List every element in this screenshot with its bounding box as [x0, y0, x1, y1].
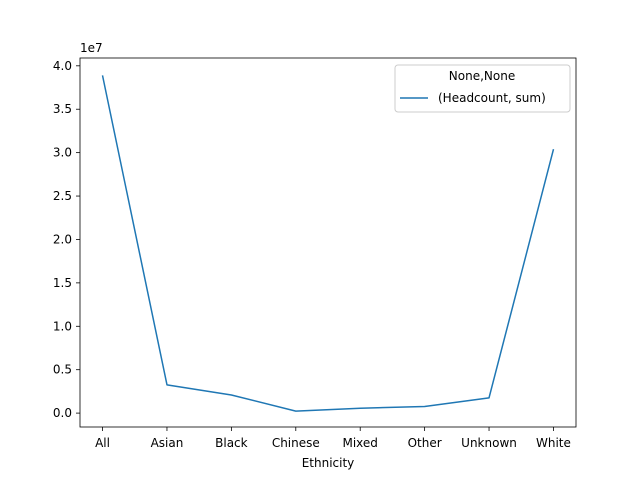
y-tick-label: 0.0 — [53, 406, 72, 420]
legend-box — [394, 64, 571, 113]
x-tick-label: Chinese — [272, 436, 320, 450]
x-tick-label: Unknown — [461, 436, 517, 450]
x-tick-label: All — [95, 436, 110, 450]
y-tick-label: 0.5 — [53, 363, 72, 377]
plot-area — [79, 57, 577, 428]
x-tick-label: Mixed — [342, 436, 377, 450]
x-axis-ticks: All Asian Black Chinese Mixed Other Unknown Whi… — [95, 427, 571, 450]
y-tick-label: 2.5 — [53, 189, 72, 203]
x-tick-label: Asian — [151, 436, 184, 450]
x-tick-label: White — [536, 436, 571, 450]
y-axis-ticks: 0.0 0.5 1.0 1.5 2.0 2.5 3.0 3.5 4.0 — [53, 59, 80, 420]
y-tick-label: 3.0 — [53, 146, 72, 160]
x-tick-label: Black — [215, 436, 248, 450]
x-axis-label: Ethnicity — [302, 456, 355, 470]
y-tick-label: 4.0 — [53, 59, 72, 73]
y-tick-label: 2.0 — [53, 232, 72, 246]
y-tick-label: 1.0 — [53, 319, 72, 333]
y-tick-label: 1.5 — [53, 276, 72, 290]
series-layer — [101, 75, 555, 412]
legend-title: None,None — [449, 69, 515, 83]
y-offset-label: 1e7 — [80, 41, 103, 55]
y-tick-label: 3.5 — [53, 102, 72, 116]
x-tick-label: Other — [408, 436, 442, 450]
series-line — [101, 75, 555, 412]
axes-frame — [79, 57, 577, 428]
legend: None,None (Headcount, sum) — [394, 64, 571, 113]
legend-label: (Headcount, sum) — [438, 91, 546, 105]
